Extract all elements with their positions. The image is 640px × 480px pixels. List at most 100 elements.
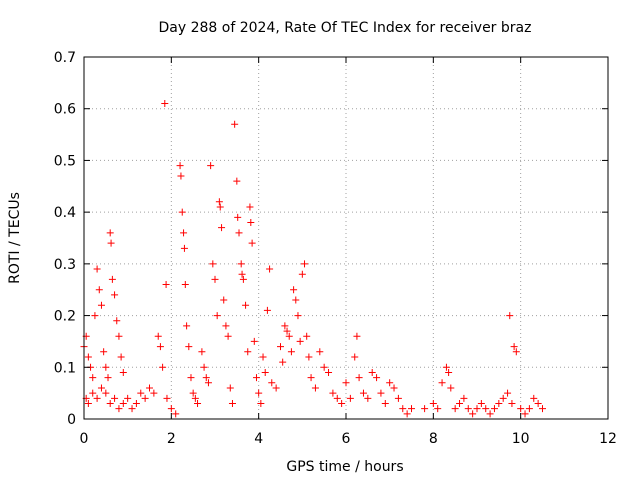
data-point xyxy=(445,368,453,376)
x-tick-label: 12 xyxy=(599,431,617,447)
grid-lines xyxy=(84,57,608,419)
data-point xyxy=(84,399,92,407)
data-point xyxy=(464,405,472,413)
data-point xyxy=(252,374,260,382)
data-point xyxy=(176,162,184,170)
data-point xyxy=(301,260,309,268)
data-point xyxy=(235,229,243,237)
data-point xyxy=(216,203,224,211)
data-point xyxy=(279,358,287,366)
data-point xyxy=(403,410,411,418)
data-point xyxy=(508,399,516,407)
data-points xyxy=(80,100,546,418)
data-point xyxy=(141,394,149,402)
data-point xyxy=(486,410,494,418)
data-point xyxy=(338,399,346,407)
data-point xyxy=(242,301,250,309)
data-point xyxy=(211,275,219,283)
y-tick-label: 0.5 xyxy=(54,153,76,169)
data-point xyxy=(303,332,311,340)
data-point xyxy=(429,399,437,407)
data-point xyxy=(177,172,185,180)
data-point xyxy=(359,389,367,397)
data-point xyxy=(111,394,119,402)
data-point xyxy=(222,322,230,330)
data-point xyxy=(268,379,276,387)
data-point xyxy=(226,384,234,392)
data-point xyxy=(220,296,228,304)
data-point xyxy=(263,306,271,314)
chart-title: Day 288 of 2024, Rate Of TEC Index for r… xyxy=(159,20,532,36)
data-point xyxy=(294,312,302,320)
data-point xyxy=(517,405,525,413)
data-point xyxy=(329,389,337,397)
data-point xyxy=(238,270,246,278)
data-point xyxy=(191,394,199,402)
data-point xyxy=(311,384,319,392)
data-point xyxy=(261,368,269,376)
data-point xyxy=(163,394,171,402)
x-tick-label: 0 xyxy=(80,431,89,447)
data-point xyxy=(154,332,162,340)
data-point xyxy=(316,348,324,356)
data-point xyxy=(259,353,267,361)
data-point xyxy=(539,405,546,413)
data-point xyxy=(93,265,101,273)
axis-ticks: 0 2 4 6 8 10 12 0 0.1 0.2 0.3 0.4 0.5 0.6 0.7 xyxy=(54,50,617,447)
x-tick-label: 8 xyxy=(429,431,438,447)
data-point xyxy=(408,405,415,413)
data-point xyxy=(167,405,175,413)
data-point xyxy=(97,384,105,392)
data-point xyxy=(115,332,123,340)
data-point xyxy=(346,394,354,402)
data-point xyxy=(390,384,398,392)
data-point xyxy=(228,399,236,407)
data-point xyxy=(132,399,140,407)
data-point xyxy=(530,394,538,402)
data-point xyxy=(183,322,191,330)
data-point xyxy=(456,399,464,407)
data-point xyxy=(97,301,105,309)
data-point xyxy=(194,399,202,407)
data-point xyxy=(187,374,195,382)
y-tick-label: 0 xyxy=(67,412,76,428)
data-point xyxy=(198,348,206,356)
data-point xyxy=(460,394,468,402)
data-point xyxy=(246,203,254,211)
data-point xyxy=(215,198,223,206)
data-point xyxy=(296,337,304,345)
data-point xyxy=(473,405,481,413)
x-tick-label: 10 xyxy=(512,431,530,447)
data-point xyxy=(113,317,121,325)
data-point xyxy=(451,405,459,413)
data-point xyxy=(106,229,114,237)
x-tick-label: 2 xyxy=(167,431,176,447)
data-point xyxy=(89,374,97,382)
data-point xyxy=(95,286,103,294)
data-point xyxy=(119,368,127,376)
data-point xyxy=(244,348,252,356)
data-point xyxy=(156,343,164,351)
y-tick-label: 0.6 xyxy=(54,102,76,118)
data-point xyxy=(381,399,389,407)
y-tick-label: 0.7 xyxy=(54,50,76,66)
data-point xyxy=(292,296,300,304)
data-point xyxy=(159,363,167,371)
data-point xyxy=(373,374,381,382)
data-point xyxy=(434,405,442,413)
data-point xyxy=(386,379,394,387)
data-point xyxy=(469,410,477,418)
data-point xyxy=(364,394,372,402)
data-point xyxy=(239,275,247,283)
data-point xyxy=(285,332,293,340)
data-point xyxy=(181,281,189,289)
data-point xyxy=(272,384,280,392)
data-point xyxy=(277,343,284,351)
data-point xyxy=(248,239,256,247)
data-point xyxy=(91,312,99,320)
data-point xyxy=(307,374,315,382)
data-point xyxy=(100,348,108,356)
data-point xyxy=(124,394,132,402)
data-point xyxy=(218,224,226,232)
